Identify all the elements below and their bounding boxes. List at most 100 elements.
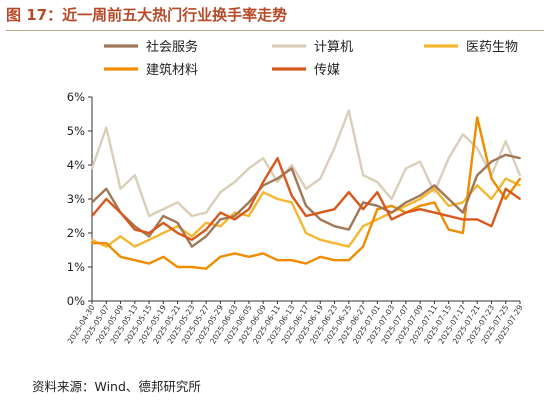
y-tick-label: 5% (67, 124, 85, 138)
data-point (105, 242, 108, 245)
data-point (419, 208, 421, 211)
data-point (276, 198, 279, 200)
data-point (233, 181, 236, 183)
data-point (219, 191, 222, 194)
data-point (191, 245, 193, 248)
y-tick-label: 6% (67, 90, 85, 104)
data-point (276, 259, 279, 262)
data-point (133, 259, 136, 262)
data-point (362, 225, 364, 228)
series-line-5 (91, 157, 521, 241)
data-point (504, 140, 507, 143)
data-point (447, 228, 450, 231)
data-point (148, 235, 151, 238)
data-point (305, 187, 307, 190)
data-point (91, 215, 93, 217)
y-tick-label: 2% (67, 226, 85, 240)
y-tick-label: 4% (67, 158, 85, 172)
data-point (191, 238, 193, 241)
data-point (447, 198, 450, 200)
x-axis: 2025-04-302025-05-072025-05-092025-05-13… (66, 300, 525, 345)
data-point (405, 204, 407, 207)
data-point (519, 177, 521, 180)
data-point (490, 160, 493, 163)
data-point (376, 181, 379, 183)
data-point (262, 252, 265, 255)
data-point (476, 184, 479, 187)
data-point (433, 201, 436, 204)
data-point (504, 198, 507, 200)
y-axis: 0% 1% 2% 3% 4% 5% 6% (67, 90, 93, 308)
data-point (248, 201, 250, 204)
data-point (248, 167, 250, 170)
data-point (362, 245, 364, 248)
data-point (433, 191, 436, 194)
data-point (462, 232, 464, 234)
data-point (333, 242, 336, 245)
data-point (519, 198, 521, 200)
data-point (205, 235, 208, 238)
data-point (162, 208, 165, 211)
data-point (276, 181, 279, 183)
data-point (476, 147, 479, 149)
data-point (504, 153, 507, 156)
data-point (248, 255, 250, 258)
data-point (347, 191, 350, 194)
data-point (376, 204, 379, 207)
data-point (490, 225, 493, 228)
data-point (148, 215, 151, 217)
data-point (333, 208, 336, 211)
data-point (119, 211, 122, 214)
data-point (319, 211, 322, 214)
data-point (133, 225, 136, 228)
data-point (148, 262, 151, 265)
data-point (205, 267, 208, 270)
data-point (519, 174, 521, 177)
data-point (262, 191, 265, 194)
data-point (205, 228, 208, 231)
data-point (162, 215, 165, 217)
data-point (262, 157, 265, 160)
data-point (476, 174, 479, 177)
data-point (376, 218, 379, 221)
data-point (91, 242, 93, 245)
data-point (405, 167, 407, 170)
data-point (290, 201, 293, 204)
data-point (119, 255, 122, 258)
y-tick-label: 0% (67, 294, 85, 308)
data-point (319, 218, 322, 221)
data-point (219, 255, 222, 258)
series-line-2 (90, 109, 522, 218)
data-point (162, 255, 165, 258)
data-point (519, 184, 521, 187)
data-point (305, 215, 307, 217)
data-point (176, 232, 179, 234)
data-point (333, 225, 336, 228)
data-point (319, 255, 322, 258)
data-point (476, 116, 479, 119)
data-point (376, 191, 379, 194)
data-point (319, 177, 322, 180)
data-point (462, 218, 464, 221)
legend-label: 建筑材料 (146, 62, 198, 78)
legend-label: 传媒 (314, 63, 340, 78)
data-point (476, 218, 479, 221)
data-point (376, 208, 379, 211)
data-point (405, 201, 407, 204)
data-point (176, 266, 179, 268)
data-point (419, 198, 421, 200)
data-point (447, 157, 450, 160)
data-point (290, 259, 293, 262)
data-point (419, 194, 421, 197)
data-point (219, 225, 222, 228)
data-point (305, 204, 307, 207)
data-point (362, 174, 364, 177)
data-point (276, 157, 279, 160)
data-point (347, 259, 350, 262)
data-point (433, 184, 436, 187)
title-divider (6, 30, 544, 31)
data-point (347, 245, 350, 248)
data-point (290, 194, 293, 197)
data-point (504, 187, 507, 190)
